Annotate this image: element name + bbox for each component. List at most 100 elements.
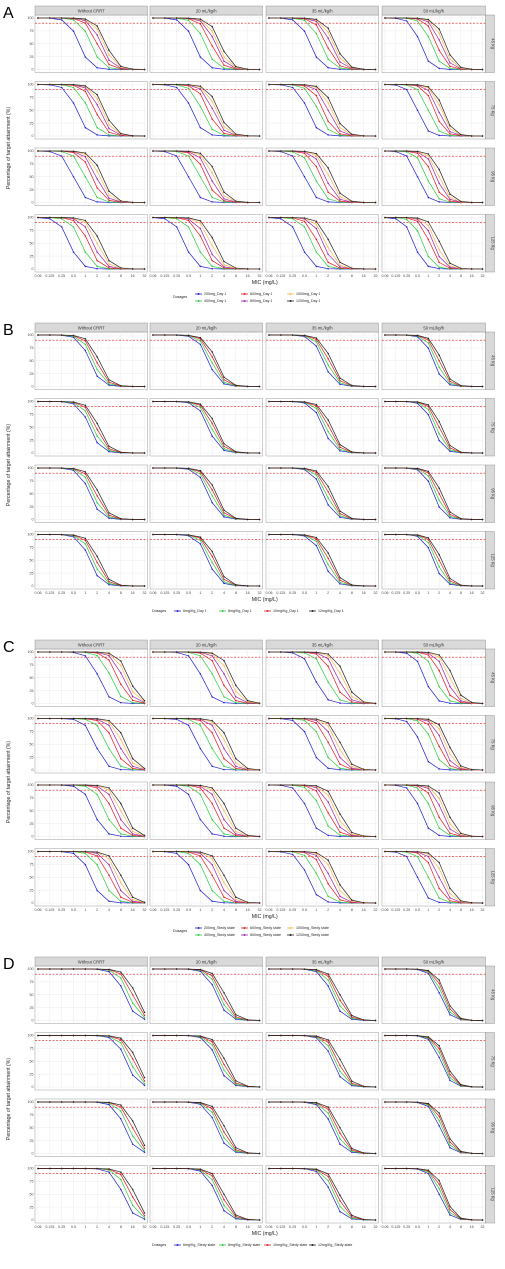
- x-axis-title: MIC (mg/L): [252, 280, 278, 286]
- x-tick-label: 0.5: [302, 1225, 307, 1229]
- series-point: [449, 1005, 451, 1007]
- y-tick-label: 100: [28, 149, 34, 153]
- series-line-4: [384, 467, 483, 520]
- x-tick-label: 1: [84, 591, 86, 595]
- series-point: [120, 874, 122, 876]
- series-point: [199, 403, 202, 405]
- x-tick-label: 2: [96, 274, 98, 278]
- series-point: [120, 900, 122, 903]
- y-tick-label: 50: [30, 359, 34, 363]
- series-point: [315, 478, 318, 480]
- series-line-6: [384, 784, 483, 837]
- series-point: [258, 585, 261, 587]
- series-point: [303, 152, 306, 155]
- series-point: [211, 833, 213, 835]
- series-point: [108, 447, 110, 450]
- series-point: [84, 852, 87, 855]
- x-tick-label: 2: [327, 591, 329, 595]
- series-point: [405, 1101, 408, 1103]
- series-point: [449, 700, 451, 702]
- series-point: [108, 652, 110, 654]
- series-point: [72, 467, 75, 470]
- series-point: [164, 533, 166, 536]
- y-tick-label: 75: [30, 1113, 34, 1117]
- series-point: [187, 19, 190, 22]
- series-point: [438, 176, 440, 178]
- series-point: [384, 717, 386, 720]
- series-point: [351, 1217, 353, 1219]
- x-tick-label: 4: [108, 274, 110, 278]
- series-point: [291, 651, 294, 653]
- series-point: [108, 384, 110, 386]
- series-point: [470, 1152, 473, 1155]
- series-point: [199, 539, 202, 542]
- series-point: [339, 813, 341, 815]
- series-point: [438, 373, 440, 375]
- series-point: [211, 673, 213, 675]
- series-line-6: [268, 851, 376, 904]
- series-point: [449, 127, 451, 130]
- series-point: [303, 467, 306, 470]
- series-point: [351, 200, 353, 203]
- series-point: [108, 123, 110, 126]
- series-point: [374, 585, 377, 587]
- series-point: [131, 901, 134, 904]
- column-strip-label: Without CRRT: [78, 642, 105, 647]
- series-point: [199, 227, 202, 230]
- series-point: [49, 83, 51, 86]
- series-point: [327, 490, 329, 493]
- series-point: [131, 585, 134, 587]
- x-tick-label: 8: [351, 908, 353, 912]
- series-point: [143, 1217, 146, 1219]
- series-point: [211, 561, 213, 564]
- series-point: [280, 150, 282, 152]
- series-point: [96, 568, 98, 570]
- series-point: [84, 406, 87, 409]
- series-point: [339, 767, 341, 770]
- series-point: [84, 651, 87, 653]
- series-point: [108, 889, 110, 892]
- column-strip: [149, 956, 263, 967]
- series-point: [211, 858, 213, 860]
- y-tick-label: 50: [30, 175, 34, 179]
- column-strip-label: 35 mL/kg/h: [312, 959, 333, 964]
- series-point: [223, 802, 225, 805]
- series-point: [327, 812, 329, 814]
- series-point: [152, 83, 154, 86]
- series-point: [131, 987, 134, 989]
- x-tick-label: 32: [481, 591, 485, 595]
- series-point: [223, 684, 225, 687]
- series-point: [427, 224, 430, 227]
- series-point: [339, 134, 341, 136]
- series-point: [246, 201, 249, 204]
- series-point: [235, 1214, 237, 1216]
- series-point: [235, 830, 237, 833]
- x-tick-label: 1: [427, 908, 429, 912]
- series-point: [449, 515, 451, 518]
- series-point: [143, 1082, 146, 1085]
- series-point: [199, 818, 202, 821]
- series-point: [199, 343, 202, 346]
- series-point: [211, 1105, 213, 1108]
- series-point: [143, 452, 146, 454]
- series-point: [199, 747, 202, 750]
- series-point: [235, 67, 237, 69]
- series-point: [449, 447, 451, 449]
- facet-C-r0-c2: 35 mL/kg/h: [265, 639, 379, 707]
- x-tick-label: 0.125: [45, 1225, 54, 1229]
- series-point: [384, 216, 386, 219]
- series-point: [449, 823, 451, 825]
- series-point: [131, 900, 134, 903]
- series-point: [291, 226, 294, 228]
- series-point: [72, 150, 75, 152]
- series-point: [223, 998, 225, 1000]
- series-point: [427, 897, 430, 899]
- series-point: [470, 1019, 473, 1022]
- series-point: [120, 65, 122, 68]
- series-point: [438, 261, 440, 264]
- facet-B-r0-c3: 50 mL/kg/h45 Kg: [381, 322, 495, 390]
- legend-label: 400mg_Day 1: [204, 299, 226, 303]
- series-point: [60, 784, 63, 786]
- row-strip-label: 95 Kg: [490, 488, 495, 500]
- facet-D-r3-c2: 0.06 0.125 0.25 0.5 1 2 4 8 16 32: [266, 1165, 379, 1229]
